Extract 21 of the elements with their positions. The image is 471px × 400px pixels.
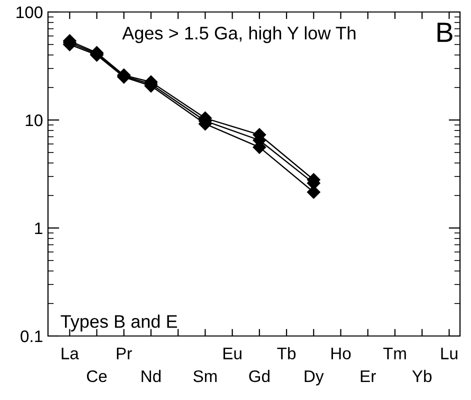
x-tick-label: Dy — [304, 370, 324, 386]
y-tick-label: 0.1 — [20, 330, 42, 342]
x-tick-label: La — [62, 348, 79, 360]
annotation: B — [438, 22, 452, 42]
y-tick-label: 10 — [26, 114, 42, 126]
x-tick-label: Lu — [441, 348, 458, 360]
x-tick-label: Sm — [193, 370, 217, 382]
x-tick-label: Tm — [383, 348, 406, 360]
annotation: Types B and E — [60, 314, 178, 332]
y-tick-label: 100 — [16, 6, 42, 18]
x-tick-label: Gd — [249, 370, 270, 382]
x-tick-label: Er — [360, 370, 376, 382]
x-tick-label: Eu — [223, 348, 242, 360]
x-tick-label: Yb — [412, 370, 432, 382]
y-tick-label: 1 — [35, 222, 42, 234]
x-tick-label: Pr — [116, 348, 132, 360]
x-tick-label: Ce — [86, 370, 107, 382]
x-tick-label: Ho — [331, 348, 351, 360]
annotation: Ages > 1.5 Ga, high Y low Th — [122, 26, 356, 44]
x-tick-label: Nd — [142, 370, 161, 382]
x-tick-label: Tb — [277, 347, 296, 360]
